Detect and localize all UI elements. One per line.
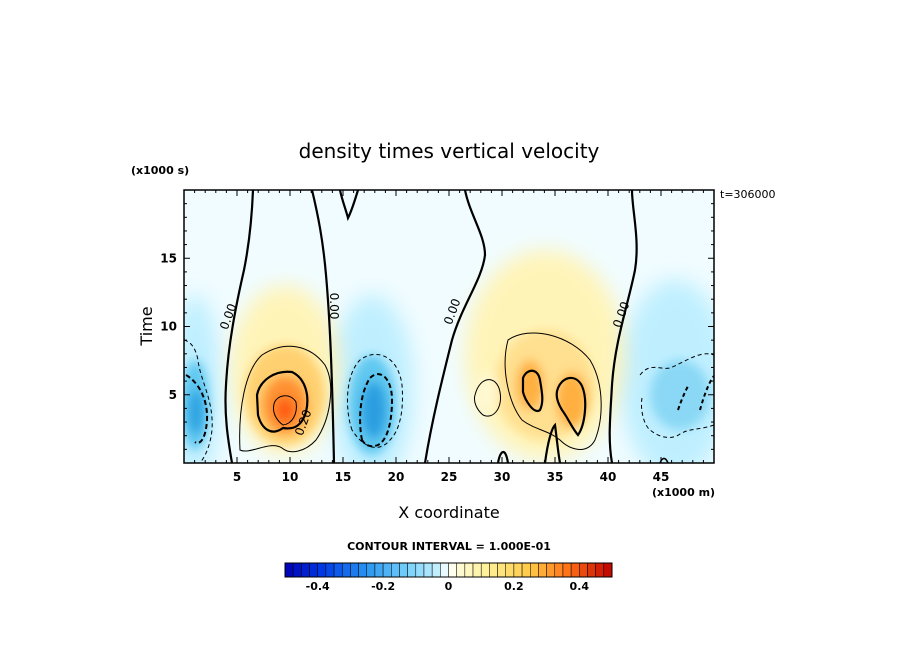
zero-contour-4 — [608, 190, 638, 463]
colorbar-tick-label: 0.2 — [504, 580, 524, 593]
colorbar-segment — [309, 562, 318, 578]
colorbar-segment — [350, 562, 359, 578]
contour-label: 0.00 — [327, 293, 341, 320]
colorbar-tick-label: 0.4 — [570, 580, 590, 593]
colorbar-segment — [489, 562, 498, 578]
y-multiplier-label: (x1000 s) — [131, 164, 189, 177]
colorbar-segment — [366, 562, 376, 578]
chart-title: density times vertical velocity — [299, 139, 600, 163]
colorbar-segment — [472, 562, 482, 578]
contour-interval-label: CONTOUR INTERVAL = 1.000E-01 — [347, 540, 551, 553]
colorbar-segment — [415, 562, 425, 578]
pos-contour-2 — [504, 332, 602, 450]
neg-contour-1 — [184, 339, 213, 463]
time-stamp: t=306000 — [720, 188, 776, 201]
colorbar-segment — [554, 562, 564, 578]
x-tick-label: 30 — [494, 470, 511, 484]
x-axis-label: X coordinate — [398, 503, 499, 522]
zero-contour-2 — [310, 190, 336, 463]
colorbar-segment — [505, 562, 515, 578]
colorbar-segment — [431, 562, 441, 578]
colorbar-segment — [595, 562, 605, 578]
y-tick-label: 10 — [160, 320, 177, 334]
colorbar-tick-label: -0.2 — [371, 580, 395, 593]
colorbar-segment — [538, 562, 547, 578]
colorbar-segment — [587, 562, 596, 578]
y-axis: 5 10 15 — [160, 203, 714, 450]
colorbar-segment — [407, 562, 417, 578]
colorbar-segment — [423, 562, 433, 578]
colorbar-segment — [341, 562, 351, 578]
colorbar-segment — [603, 562, 613, 578]
colorbar-frame — [284, 562, 613, 578]
colorbar-segment — [480, 562, 490, 578]
colorbar-segment — [579, 562, 588, 578]
colorbar-segment — [464, 562, 474, 578]
y-tick-label: 5 — [169, 388, 177, 402]
x-tick-label: 40 — [600, 470, 617, 484]
colorbar-segment — [325, 562, 335, 578]
zero-contour-1 — [224, 190, 255, 463]
x-axis: 5 10 15 20 25 30 35 40 45 — [194, 190, 704, 484]
plot-area: 0.00 0.00 0.00 0.00 0.20 — [183, 189, 715, 464]
colorbar-tick-label: -0.4 — [306, 580, 330, 593]
x-multiplier-label: (x1000 m) — [652, 486, 715, 499]
colorbar-segment — [374, 562, 384, 578]
colorbar-segment — [301, 562, 310, 578]
colorbar-segment — [382, 562, 392, 578]
colorbar-segment — [546, 562, 556, 578]
x-tick-label: 15 — [335, 470, 352, 484]
colorbar-segment — [292, 562, 302, 578]
pos-contour-1 — [239, 345, 332, 453]
pos-contour-3 — [255, 370, 309, 433]
x-tick-label: 5 — [233, 470, 241, 484]
colorbar-segment — [562, 562, 572, 578]
colorbar-segment — [284, 562, 294, 578]
neg-contour-3 — [639, 353, 714, 438]
y-tick-label: 15 — [160, 251, 177, 265]
colorbar-segment — [530, 562, 539, 578]
colorbar-segment — [317, 562, 327, 578]
y-axis-label: Time — [137, 306, 156, 346]
colorbar-segment — [391, 562, 400, 578]
colorbar-segment — [358, 562, 368, 578]
colorbar-segment — [521, 562, 531, 578]
colorbar-tick-label: 0 — [445, 580, 453, 593]
colorbar — [284, 562, 613, 578]
colorbar-segment — [497, 562, 506, 578]
x-tick-label: 20 — [388, 470, 405, 484]
neg-contour-2 — [347, 353, 403, 448]
colorbar-segment — [440, 562, 449, 578]
colorbar-segment — [513, 562, 523, 578]
x-tick-label: 45 — [653, 470, 670, 484]
zero-contour-3 — [423, 190, 487, 463]
colorbar-segment — [456, 562, 466, 578]
colorbar-ticks: -0.4 -0.2 0 0.2 0.4 — [306, 580, 590, 593]
colorbar-segment — [448, 562, 457, 578]
x-tick-label: 35 — [547, 470, 564, 484]
colorbar-segment — [399, 562, 408, 578]
colorbar-segment — [333, 562, 343, 578]
x-tick-label: 25 — [441, 470, 458, 484]
colorbar-segment — [570, 562, 580, 578]
x-tick-label: 10 — [282, 470, 299, 484]
